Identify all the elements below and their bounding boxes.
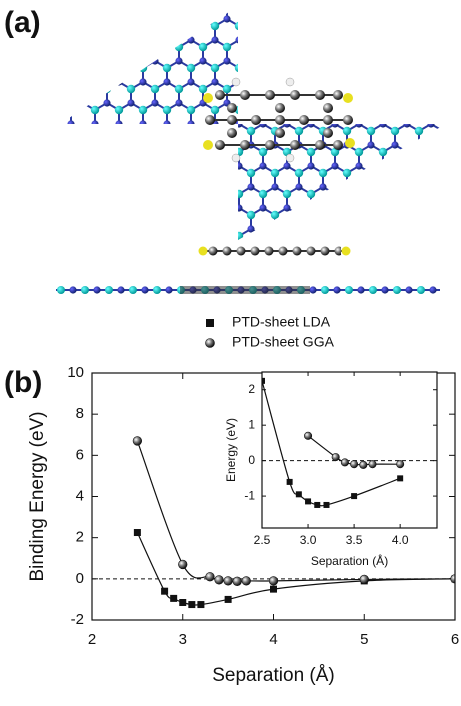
- marker: [170, 595, 177, 602]
- marker: [341, 459, 348, 466]
- marker: [360, 461, 367, 468]
- y-axis-label: Binding Energy (eV): [27, 411, 48, 581]
- panel-label: (a): [4, 6, 41, 39]
- y-tick-label: 1: [248, 417, 255, 431]
- marker: [350, 460, 357, 467]
- marker: [133, 437, 142, 446]
- x-axis-label: Separation (Å): [311, 553, 388, 568]
- marker: [304, 432, 311, 439]
- marker: [242, 577, 251, 586]
- legend-marker: [206, 339, 215, 348]
- marker: [269, 577, 278, 586]
- marker: [206, 572, 215, 581]
- marker: [161, 588, 168, 595]
- legend-entry: PTD-sheet GGA: [206, 334, 335, 350]
- marker: [134, 529, 141, 536]
- marker: [270, 586, 277, 593]
- y-tick-label: 8: [76, 405, 84, 422]
- x-tick-label: 2.5: [254, 533, 271, 547]
- structure: [56, 6, 446, 296]
- marker: [179, 599, 186, 606]
- panel-label: (b): [4, 366, 42, 399]
- y-axis-label: Energy (eV): [224, 418, 238, 482]
- marker: [323, 502, 329, 508]
- x-tick-label: 5: [360, 631, 368, 648]
- marker: [332, 453, 339, 460]
- marker: [296, 491, 302, 497]
- y-tick-label: 0: [248, 453, 255, 467]
- plot-area: [262, 372, 437, 528]
- x-tick-label: 6: [451, 631, 459, 648]
- marker: [287, 479, 293, 485]
- x-tick-label: 3: [179, 631, 187, 648]
- marker: [225, 596, 232, 603]
- y-tick-label: -1: [244, 488, 255, 502]
- x-axis-label: Separation (Å): [212, 665, 335, 686]
- marker: [188, 601, 195, 608]
- x-tick-label: 2: [88, 631, 96, 648]
- marker: [369, 460, 376, 467]
- y-tick-label: 0: [76, 570, 84, 587]
- marker: [233, 577, 242, 586]
- x-tick-label: 3.0: [300, 533, 317, 547]
- marker: [178, 560, 187, 569]
- legend-label: PTD-sheet GGA: [232, 334, 335, 350]
- marker: [305, 498, 311, 504]
- y-tick-label: 4: [76, 487, 84, 504]
- marker: [397, 475, 403, 481]
- legend-label: PTD-sheet LDA: [232, 314, 331, 330]
- y-tick-label: 6: [76, 446, 84, 463]
- x-tick-label: 4.0: [392, 533, 409, 547]
- y-tick-label: -2: [71, 611, 84, 628]
- legend-marker: [206, 319, 214, 327]
- marker: [351, 493, 357, 499]
- y-tick-label: 2: [248, 382, 255, 396]
- marker: [396, 460, 403, 467]
- legend-entry: PTD-sheet LDA: [206, 314, 331, 330]
- x-tick-label: 4: [269, 631, 277, 648]
- molecule-side-view: [206, 245, 341, 257]
- marker: [224, 577, 233, 586]
- marker: [360, 575, 369, 584]
- y-tick-label: 2: [76, 529, 84, 546]
- x-tick-label: 3.5: [346, 533, 363, 547]
- marker: [197, 601, 204, 608]
- marker: [314, 502, 320, 508]
- y-tick-label: 10: [67, 364, 84, 381]
- figure: (a) (b) 23456-20246810Separation (Å)Bind…: [0, 0, 461, 706]
- marker: [215, 576, 224, 585]
